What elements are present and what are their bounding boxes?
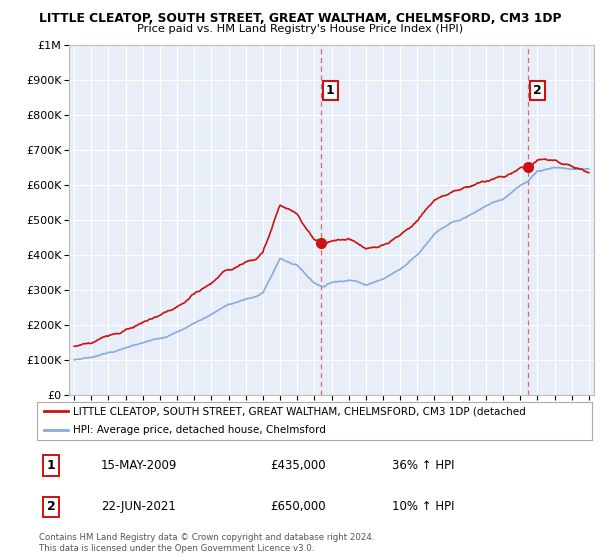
Text: £650,000: £650,000 <box>270 500 326 514</box>
Text: 1: 1 <box>326 84 335 97</box>
Text: Price paid vs. HM Land Registry's House Price Index (HPI): Price paid vs. HM Land Registry's House … <box>137 24 463 34</box>
Text: HPI: Average price, detached house, Chelmsford: HPI: Average price, detached house, Chel… <box>73 425 326 435</box>
Text: 2: 2 <box>47 500 55 514</box>
Text: 2: 2 <box>533 84 542 97</box>
Text: 36% ↑ HPI: 36% ↑ HPI <box>392 459 455 472</box>
Text: Contains HM Land Registry data © Crown copyright and database right 2024.
This d: Contains HM Land Registry data © Crown c… <box>39 533 374 553</box>
Text: 15-MAY-2009: 15-MAY-2009 <box>101 459 178 472</box>
Text: 1: 1 <box>47 459 55 472</box>
Text: 10% ↑ HPI: 10% ↑ HPI <box>392 500 455 514</box>
Text: LITTLE CLEATOP, SOUTH STREET, GREAT WALTHAM, CHELMSFORD, CM3 1DP: LITTLE CLEATOP, SOUTH STREET, GREAT WALT… <box>39 12 561 25</box>
Text: 22-JUN-2021: 22-JUN-2021 <box>101 500 176 514</box>
Text: LITTLE CLEATOP, SOUTH STREET, GREAT WALTHAM, CHELMSFORD, CM3 1DP (detached: LITTLE CLEATOP, SOUTH STREET, GREAT WALT… <box>73 406 526 416</box>
Text: £435,000: £435,000 <box>270 459 326 472</box>
